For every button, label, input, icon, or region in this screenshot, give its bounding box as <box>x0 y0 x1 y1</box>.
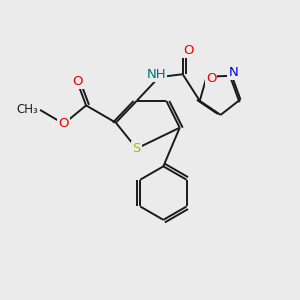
Text: CH₃: CH₃ <box>17 103 38 116</box>
Text: S: S <box>132 142 141 155</box>
Text: N: N <box>228 66 238 79</box>
Text: O: O <box>206 72 216 85</box>
Text: NH: NH <box>147 68 166 81</box>
Text: O: O <box>58 117 69 130</box>
Text: O: O <box>183 44 193 57</box>
Text: O: O <box>73 75 83 88</box>
